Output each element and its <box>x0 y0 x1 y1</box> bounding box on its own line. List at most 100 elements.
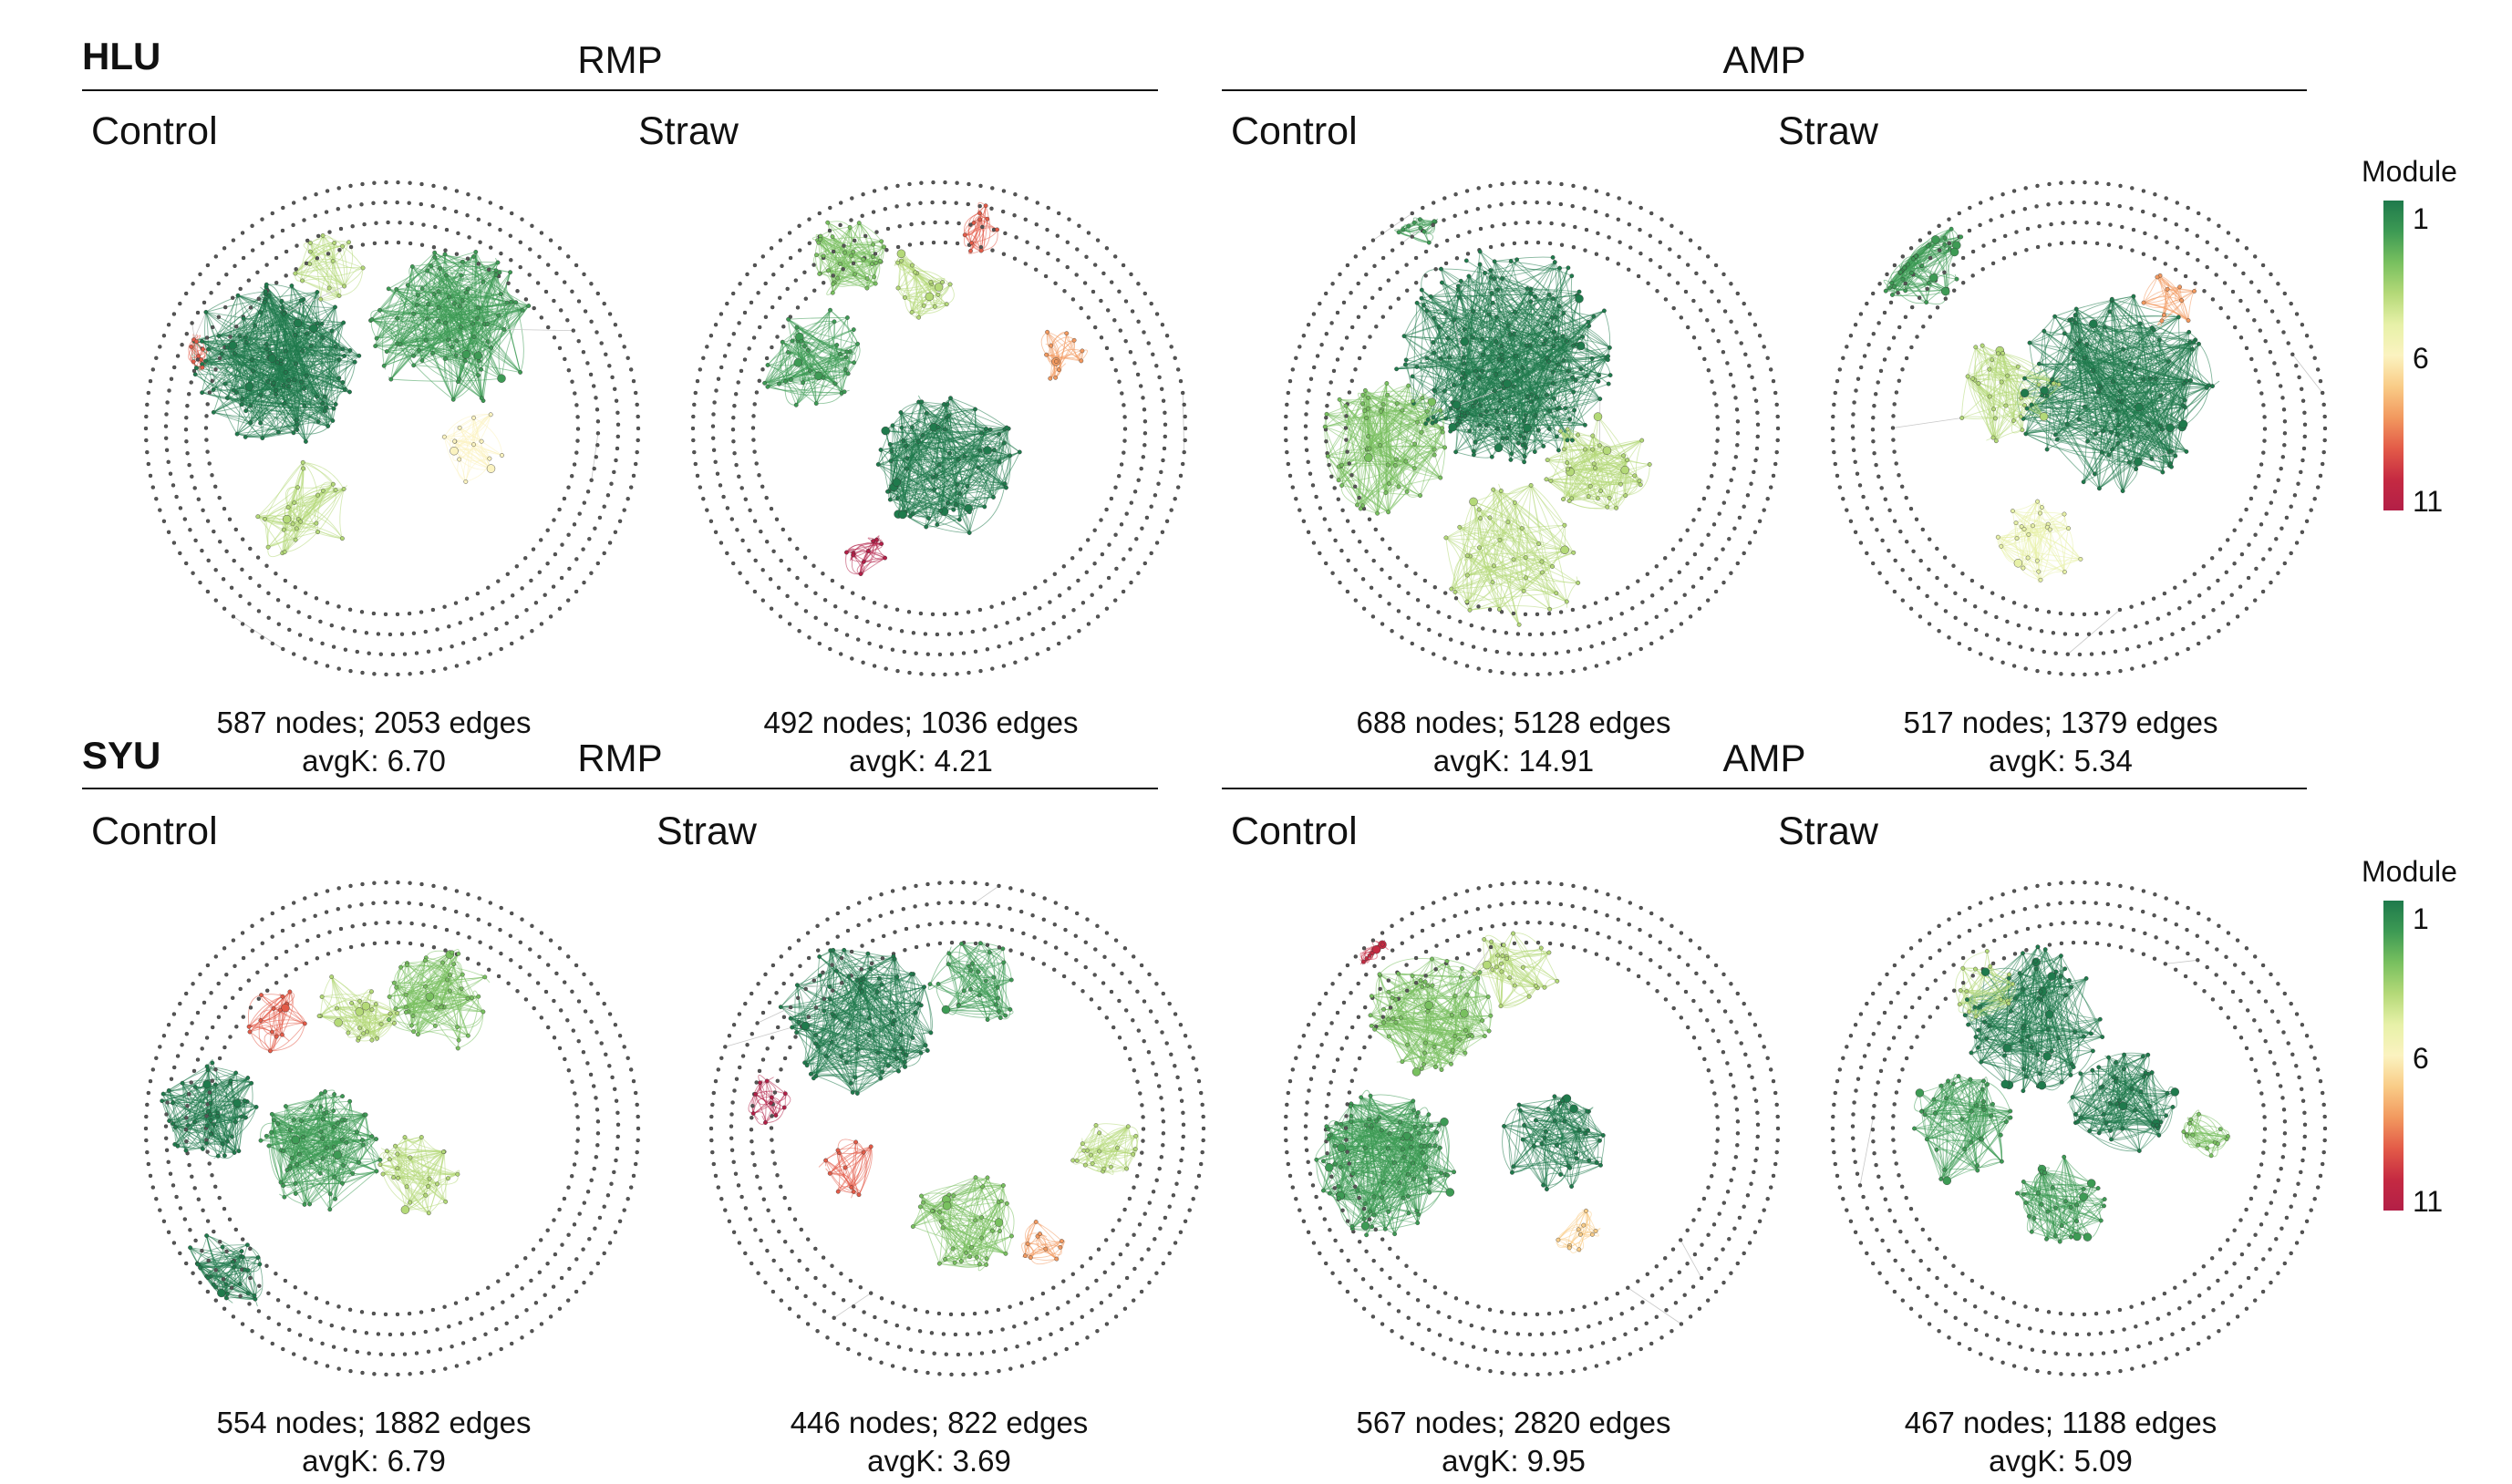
network-node <box>872 211 875 214</box>
network-node <box>455 339 459 343</box>
network-node <box>691 438 695 442</box>
network-node <box>540 623 543 626</box>
network-node <box>332 645 336 649</box>
network-node <box>206 590 210 593</box>
network-node <box>236 294 240 297</box>
network-node <box>1049 376 1052 380</box>
network-node <box>944 673 947 676</box>
network-node <box>823 598 827 602</box>
network-node <box>524 297 528 301</box>
network-node <box>510 642 513 645</box>
network-node <box>865 276 869 280</box>
network-edge <box>504 329 574 330</box>
network-node <box>567 533 571 537</box>
network-node <box>552 299 555 303</box>
network-node <box>292 653 295 656</box>
network-node <box>623 509 626 512</box>
network-node <box>316 234 320 238</box>
network-node <box>833 604 837 608</box>
network-edge <box>1378 491 1408 513</box>
network-node <box>544 290 548 294</box>
network-node <box>884 207 887 211</box>
network-node <box>412 354 416 357</box>
network-node <box>577 300 581 304</box>
network-node <box>571 380 574 384</box>
network-node <box>760 485 764 489</box>
network-node <box>333 305 336 309</box>
network-node <box>239 594 243 598</box>
network-node <box>1046 252 1049 255</box>
network-node <box>1143 431 1147 435</box>
network-node <box>292 431 295 435</box>
network-node <box>281 305 284 309</box>
network-node <box>202 301 206 304</box>
network-node <box>1114 368 1118 372</box>
network-node <box>486 586 490 590</box>
network-node <box>549 239 553 242</box>
network-node <box>302 386 305 390</box>
network-node <box>916 315 920 319</box>
network-node <box>747 549 750 552</box>
network-node <box>454 210 458 213</box>
network-node <box>565 318 569 322</box>
network-node <box>1120 522 1123 526</box>
network-node <box>540 232 543 235</box>
network-node <box>873 665 876 668</box>
network-node <box>794 279 798 283</box>
network-node <box>888 442 892 446</box>
network-node <box>730 518 734 521</box>
network-node <box>1045 330 1049 334</box>
network-node <box>266 545 270 549</box>
network-node <box>596 419 600 423</box>
network-node <box>1179 379 1183 383</box>
network-node <box>771 273 775 276</box>
network-edges <box>765 202 1184 574</box>
network-node <box>604 353 607 356</box>
network-node <box>334 488 337 491</box>
network-node <box>348 608 352 612</box>
network-node <box>190 345 193 348</box>
network-node <box>983 628 987 632</box>
network-node <box>472 335 476 338</box>
network-node <box>873 190 876 193</box>
network-node <box>168 389 171 393</box>
network-node <box>191 321 194 325</box>
network-node <box>863 234 867 238</box>
network-node <box>397 673 400 676</box>
network-node <box>871 242 874 246</box>
network-node <box>494 273 498 276</box>
network-node <box>471 254 475 258</box>
network-node <box>826 221 830 224</box>
network-node <box>761 367 765 371</box>
network-node <box>789 256 792 260</box>
network-node <box>848 225 852 229</box>
network-node <box>618 334 622 337</box>
network-node <box>1017 617 1020 621</box>
network-node <box>600 342 604 345</box>
network-node <box>1155 541 1159 545</box>
network-node <box>862 596 865 600</box>
network-node <box>866 549 870 552</box>
network-node <box>725 551 729 555</box>
network-node <box>466 192 470 196</box>
network-node <box>1001 602 1005 605</box>
network-node <box>530 629 533 633</box>
network-node <box>1184 415 1187 418</box>
network-node <box>808 218 811 222</box>
network-node <box>430 352 434 356</box>
network-node <box>463 359 467 363</box>
network-node <box>295 418 298 422</box>
network-node <box>973 407 977 411</box>
network-node <box>1159 470 1163 474</box>
network-node <box>382 364 386 367</box>
network-node <box>1150 302 1153 305</box>
network-node <box>921 434 925 438</box>
network-node <box>986 217 989 221</box>
network-node <box>931 613 935 616</box>
network-node <box>424 338 428 342</box>
network-node <box>919 201 923 205</box>
network-node <box>388 633 392 636</box>
network-node <box>1151 353 1154 356</box>
network-node <box>443 321 447 325</box>
network-node <box>611 376 615 379</box>
